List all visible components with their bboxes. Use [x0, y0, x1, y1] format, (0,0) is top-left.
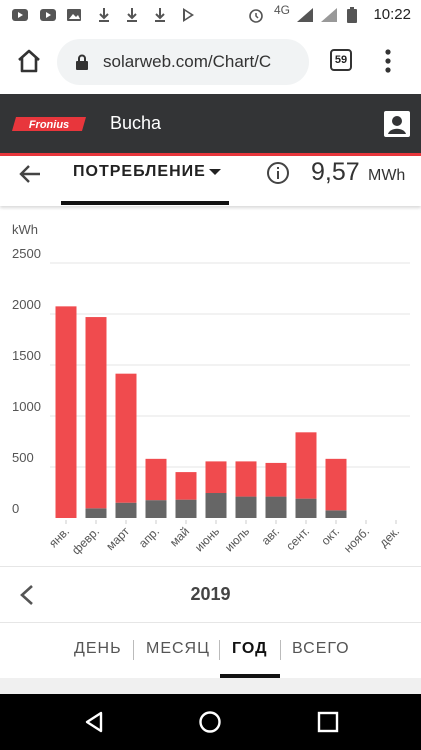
chevron-left-icon[interactable] [18, 584, 36, 606]
y-tick-label: 1500 [12, 348, 41, 363]
tab-separator [133, 640, 134, 660]
bar-segment [235, 496, 257, 518]
back-arrow-icon[interactable] [18, 161, 44, 187]
bar-segment [175, 472, 197, 500]
period-tabs: ДЕНЬ МЕСЯЦ ГОД ВСЕГО [0, 622, 421, 678]
play-store-icon [183, 8, 194, 22]
bar-segment [145, 458, 167, 501]
bar-segment [265, 496, 287, 518]
bar-segment [115, 373, 137, 503]
x-tick-label: май [167, 524, 192, 549]
x-tick-label: апр. [136, 524, 162, 550]
header-accent-line [0, 153, 421, 156]
y-tick-label: 2500 [12, 246, 41, 261]
home-icon[interactable] [14, 46, 44, 76]
tab-year[interactable]: ГОД [232, 640, 268, 657]
youtube-icon [12, 9, 28, 21]
x-tick-label: дек. [376, 524, 402, 550]
bar-segment [145, 500, 167, 518]
x-tick-label: авг. [259, 524, 283, 548]
site-name: Bucha [110, 113, 162, 133]
bar-segment [295, 432, 317, 499]
recents-icon[interactable] [316, 710, 340, 734]
data-type-dropdown[interactable]: ПОТРЕБЛЕНИЕ [73, 163, 206, 180]
account-icon[interactable] [384, 111, 410, 137]
download-icon [127, 8, 137, 22]
y-tick-label: 500 [12, 450, 34, 465]
tab-all[interactable]: ВСЕГО [292, 640, 350, 657]
bar-segment [235, 461, 257, 497]
bar-segment [85, 508, 107, 518]
bar-segment [115, 502, 137, 518]
consumption-bar-chart: kWh 0 500 1000 1500 2000 2500 янв.февр. март апр.… [12, 222, 410, 557]
bar-segment [55, 306, 77, 518]
info-icon[interactable] [266, 161, 290, 185]
browser-toolbar: solarweb.com/Chart/C 59 [0, 30, 421, 94]
battery-icon [347, 7, 357, 23]
svg-text:Fronius: Fronius [29, 119, 69, 131]
x-tick-label: сент. [283, 524, 312, 553]
total-value: 9,57 [311, 158, 360, 186]
chart-toolbar: ПОТРЕБЛЕНИЕ 9,57 MWh [0, 156, 421, 206]
status-bar: 4G 10:22 [0, 0, 421, 30]
x-tick-label: окт. [318, 524, 342, 548]
signal-icon [321, 8, 337, 22]
network-type: 4G [274, 3, 291, 17]
y-tick-label: 1000 [12, 399, 41, 414]
download-icon [155, 8, 165, 22]
year-navigation: 2019 [0, 566, 421, 622]
signal-icon [297, 8, 313, 22]
system-nav-bar [0, 694, 421, 750]
more-menu-icon[interactable] [381, 46, 395, 76]
tab-switcher-button[interactable]: 59 [330, 49, 352, 71]
bar-segment [325, 510, 347, 518]
bar-segment [205, 493, 227, 518]
active-tab-underline [220, 674, 280, 678]
photo-icon [67, 9, 81, 21]
download-icon [99, 8, 109, 22]
page-footer-strip [0, 678, 421, 694]
lock-icon [76, 54, 88, 70]
total-unit: MWh [368, 167, 406, 184]
alarm-icon [249, 9, 263, 23]
x-tick-label: март [103, 524, 132, 553]
home-circle-icon[interactable] [198, 710, 222, 734]
y-tick-label: 0 [12, 501, 19, 516]
bar-segment [175, 499, 197, 518]
address-bar[interactable]: solarweb.com/Chart/C [57, 39, 309, 85]
dropdown-underline [61, 201, 229, 205]
bar-segment [85, 317, 107, 509]
tab-month[interactable]: МЕСЯЦ [146, 640, 210, 657]
tab-separator [219, 640, 220, 660]
bar-segment [265, 462, 287, 497]
bar-segment [325, 458, 347, 511]
x-tick-label: февр. [69, 524, 102, 557]
bar-segment [295, 498, 317, 518]
url-text: solarweb.com/Chart/C [103, 52, 272, 71]
app-header: Fronius Bucha [0, 94, 421, 153]
youtube-icon [40, 9, 56, 21]
clock: 10:22 [373, 6, 411, 23]
bar-segment [205, 461, 227, 494]
x-tick-label: нояб. [341, 524, 372, 555]
back-icon[interactable] [82, 710, 106, 734]
x-tick-label: июнь [192, 524, 222, 554]
y-tick-label: 2000 [12, 297, 41, 312]
chevron-down-icon[interactable] [209, 169, 221, 175]
x-tick-label: июль [222, 524, 252, 554]
year-label: 2019 [190, 584, 231, 604]
tab-day[interactable]: ДЕНЬ [74, 640, 122, 657]
x-tick-label: янв. [46, 524, 72, 550]
y-axis-unit-label: kWh [12, 222, 38, 237]
fronius-logo: Fronius [12, 117, 86, 131]
tab-separator [280, 640, 281, 660]
